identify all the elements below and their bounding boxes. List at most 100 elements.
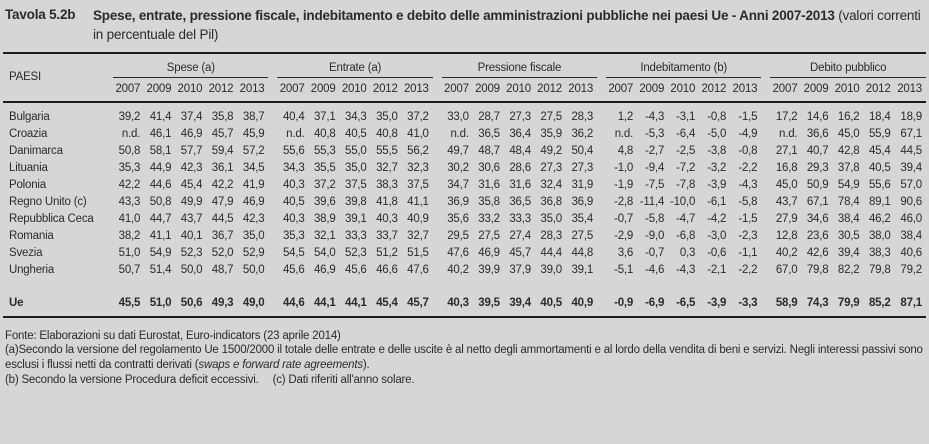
document-page: Tavola 5.2b Spese, entrate, pressione fi… [3, 7, 926, 387]
value-cell: 34,3 [282, 161, 305, 174]
value-cell: 40,2 [447, 263, 469, 276]
value-cell: 49,3 [206, 294, 238, 318]
value-cell: 38,3 [376, 178, 398, 191]
value-cell: 40,8 [376, 127, 398, 140]
value-cell: 16,8 [775, 161, 798, 174]
value-cell: -3,9 [699, 294, 731, 318]
value-cell: 52,9 [242, 246, 265, 259]
column-gap [597, 77, 607, 103]
value-cell: 50,4 [571, 144, 594, 157]
value-cell: 82,2 [837, 263, 860, 276]
value-cell: 30,6 [478, 161, 500, 174]
table-row: Lituania 35,3 44,9 42,3 36,1 34,5 34,3 35,5 35,0… [3, 159, 926, 176]
value-cell: 44,1 [308, 294, 340, 318]
value-cell: -7,2 [676, 161, 696, 174]
value-cell: -2,1 [707, 263, 727, 276]
year-header: 2013 [894, 77, 926, 103]
column-gap [597, 210, 606, 227]
table-row: Romania 38,2 41,1 40,1 36,7 35,0 35,3 32,1 33,3 3… [3, 227, 926, 244]
value-cell: 27,5 [540, 110, 562, 123]
value-cell: 48,4 [509, 144, 531, 157]
years-header-row: 2007 2009 2010 2012 2013 2007 2009 2010 2012 2013… [3, 77, 926, 103]
value-cell: 90,6 [900, 195, 922, 208]
value-cell: 35,0 [242, 229, 265, 242]
value-cell: -7,8 [676, 178, 696, 191]
column-gap [268, 102, 277, 126]
column-gap [761, 125, 770, 142]
value-cell: 39,6 [313, 195, 336, 208]
value-cell: 51,2 [376, 246, 398, 259]
paesi-column-header: PAESI [3, 52, 114, 103]
value-cell: 39,1 [571, 263, 594, 276]
value-cell: 67,0 [775, 263, 798, 276]
column-gap [761, 227, 770, 244]
value-cell: 54,5 [282, 246, 305, 259]
value-cell: 35,0 [540, 212, 562, 225]
value-cell: 35,9 [540, 127, 562, 140]
column-gap [761, 294, 771, 318]
value-cell: 52,0 [211, 246, 234, 259]
value-cell: 40,1 [180, 229, 203, 242]
value-cell: 37,5 [345, 178, 367, 191]
value-cell: -10,0 [669, 195, 696, 208]
value-cell: 43,7 [775, 195, 798, 208]
value-cell: -3,1 [676, 110, 696, 123]
value-cell: 37,4 [180, 110, 203, 123]
value-cell: 57,2 [242, 144, 265, 157]
value-cell: 45,9 [242, 127, 265, 140]
value-cell: 12,8 [775, 229, 798, 242]
value-cell: 50,0 [242, 263, 265, 276]
value-cell: 44,5 [211, 212, 234, 225]
value-cell: 45,4 [180, 178, 203, 191]
value-cell: 57,0 [900, 178, 922, 191]
value-cell: 44,4 [540, 246, 562, 259]
country-cell: Polonia [9, 178, 46, 191]
value-cell: 46,1 [149, 127, 172, 140]
column-gap [761, 102, 770, 126]
value-cell: 18,4 [868, 110, 891, 123]
year-header: 2013 [730, 77, 762, 103]
value-cell: 48,7 [211, 263, 234, 276]
footnotes: Fonte: Elaborazioni su dati Eurostat, Eu… [3, 329, 926, 387]
value-cell: 42,6 [806, 246, 829, 259]
value-cell: 40,7 [806, 144, 829, 157]
value-cell: 55,3 [313, 144, 336, 157]
value-cell: 32,1 [313, 229, 336, 242]
value-cell: -2,9 [614, 229, 634, 242]
value-cell: 30,5 [837, 229, 860, 242]
value-cell: 18,9 [900, 110, 922, 123]
value-cell: 33,3 [509, 212, 531, 225]
value-cell: -1,1 [738, 246, 758, 259]
value-cell: 38,0 [868, 229, 891, 242]
value-cell: 42,3 [242, 212, 265, 225]
value-cell: 36,9 [571, 195, 594, 208]
value-cell: n.d. [450, 127, 469, 140]
value-cell: 44,7 [149, 212, 172, 225]
value-cell: n.d. [121, 127, 141, 140]
value-cell: 38,9 [313, 212, 336, 225]
group-header-spese: Spese (a) [113, 52, 269, 78]
value-cell: 41,9 [242, 178, 265, 191]
column-gap [268, 77, 278, 103]
table-title: Spese, entrate, pressione fiscale, indeb… [93, 7, 924, 45]
value-cell: -4,3 [676, 263, 696, 276]
year-header: 2012 [206, 77, 238, 103]
value-cell: 28,3 [540, 229, 562, 242]
value-cell: 44,1 [339, 294, 371, 318]
value-cell: 58,1 [149, 144, 172, 157]
value-cell: -4,7 [676, 212, 696, 225]
note-b-c: (b) Secondo la versione Procedura defici… [5, 373, 924, 388]
value-cell: 29,3 [806, 161, 829, 174]
value-cell: 40,9 [407, 212, 429, 225]
value-cell: 58,9 [770, 294, 802, 318]
value-cell: 34,5 [242, 161, 265, 174]
table-total-row: Ue 45,5 51,0 50,6 49,3 49,0 44,6 44,1 44,1 45,4 45… [3, 294, 926, 318]
value-cell: 50,7 [118, 263, 141, 276]
value-cell: -2,8 [614, 195, 634, 208]
column-gap [268, 227, 277, 244]
value-cell: -0,7 [645, 246, 665, 259]
column-gap [597, 261, 606, 278]
value-cell: 42,8 [837, 144, 860, 157]
value-cell: -4,2 [707, 212, 727, 225]
value-cell: 40,2 [775, 246, 798, 259]
